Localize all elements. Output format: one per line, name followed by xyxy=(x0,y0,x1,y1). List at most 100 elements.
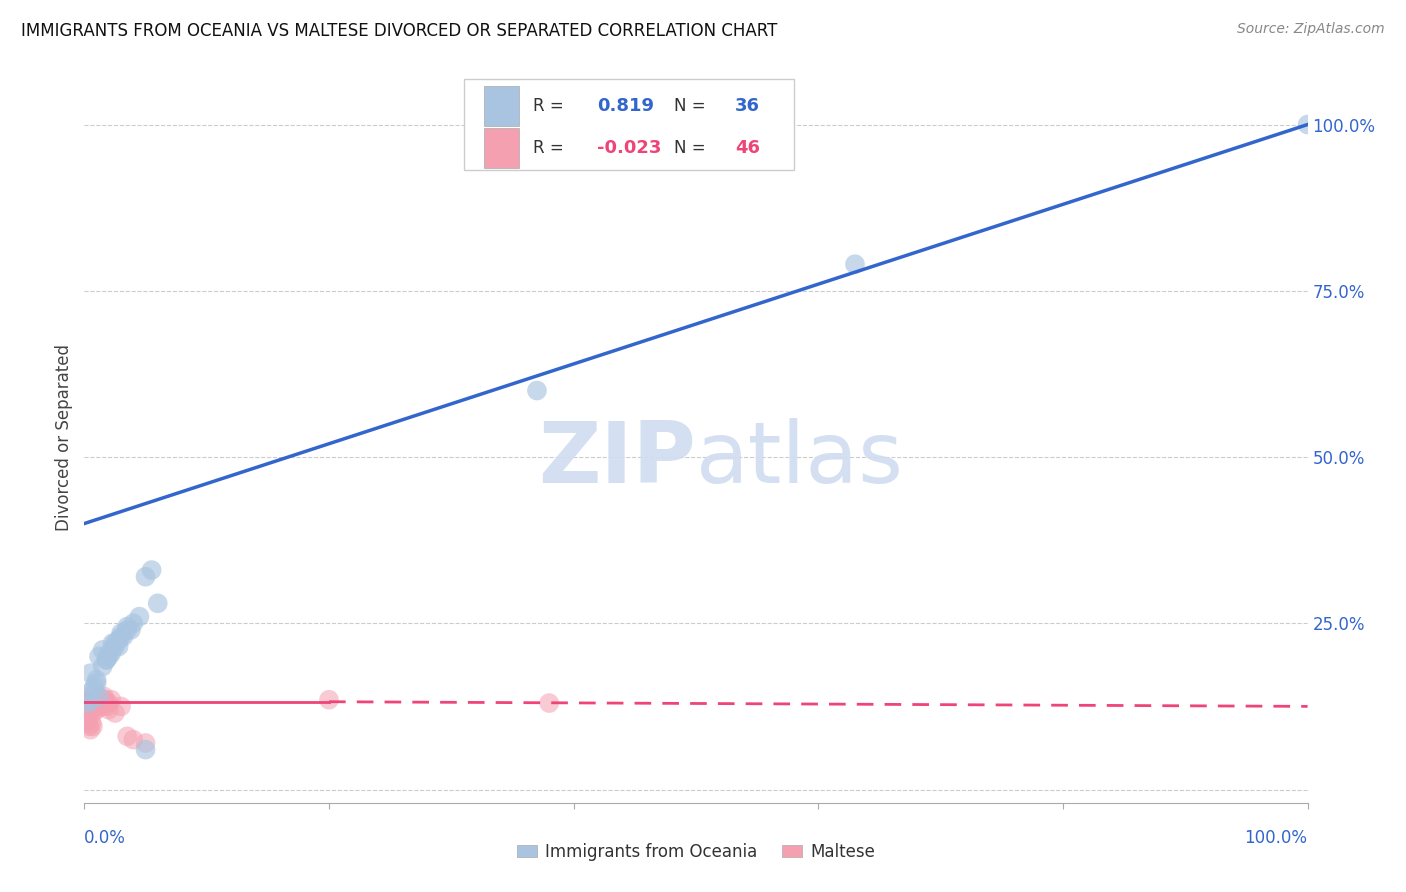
FancyBboxPatch shape xyxy=(484,128,519,168)
Point xyxy=(91,643,114,657)
Point xyxy=(83,699,105,714)
Point xyxy=(110,630,132,644)
Point xyxy=(76,696,98,710)
Point xyxy=(318,692,340,706)
Point xyxy=(90,696,112,710)
Point xyxy=(135,742,157,756)
Point xyxy=(87,690,110,704)
Point xyxy=(86,676,108,690)
Point xyxy=(87,649,110,664)
Text: 0.0%: 0.0% xyxy=(84,830,127,847)
Point xyxy=(91,699,114,714)
Text: ZIP: ZIP xyxy=(538,417,696,500)
Point xyxy=(77,706,100,720)
Point xyxy=(97,649,120,664)
Point xyxy=(79,696,101,710)
Point xyxy=(83,699,105,714)
Point xyxy=(97,703,120,717)
Point xyxy=(84,696,107,710)
Point xyxy=(84,696,107,710)
Point xyxy=(82,706,104,720)
Text: IMMIGRANTS FROM OCEANIA VS MALTESE DIVORCED OR SEPARATED CORRELATION CHART: IMMIGRANTS FROM OCEANIA VS MALTESE DIVOR… xyxy=(21,22,778,40)
Point xyxy=(89,699,111,714)
Point xyxy=(110,699,132,714)
Point xyxy=(87,699,110,714)
Point xyxy=(94,692,117,706)
Point xyxy=(79,723,101,737)
Point xyxy=(82,682,104,697)
FancyBboxPatch shape xyxy=(484,86,519,126)
Point xyxy=(77,696,100,710)
Point xyxy=(80,703,103,717)
Point xyxy=(128,609,150,624)
Text: atlas: atlas xyxy=(696,417,904,500)
Point xyxy=(526,384,548,398)
Point xyxy=(97,646,120,660)
Point xyxy=(135,736,157,750)
Text: -0.023: -0.023 xyxy=(598,139,661,157)
Point xyxy=(100,692,122,706)
Point xyxy=(122,616,145,631)
Point xyxy=(96,653,118,667)
Point xyxy=(141,563,163,577)
Point xyxy=(87,690,110,704)
Point xyxy=(80,696,103,710)
Point xyxy=(87,696,110,710)
Point xyxy=(100,646,122,660)
Point xyxy=(82,692,104,706)
Point xyxy=(82,719,104,733)
Point xyxy=(115,729,138,743)
Point xyxy=(91,659,114,673)
Point xyxy=(96,653,118,667)
Point xyxy=(76,713,98,727)
Point xyxy=(86,703,108,717)
Point xyxy=(97,696,120,710)
Point xyxy=(101,636,124,650)
Point xyxy=(93,690,115,704)
Text: 0.819: 0.819 xyxy=(598,97,654,115)
Point xyxy=(79,666,101,681)
Point xyxy=(96,696,118,710)
Text: 100.0%: 100.0% xyxy=(1244,830,1308,847)
Point xyxy=(122,732,145,747)
Text: 46: 46 xyxy=(735,139,761,157)
Text: R =: R = xyxy=(533,97,569,115)
Text: N =: N = xyxy=(673,139,711,157)
Text: N =: N = xyxy=(673,97,711,115)
Point xyxy=(77,690,100,704)
Point xyxy=(86,673,108,687)
Point xyxy=(86,692,108,706)
Point xyxy=(104,640,127,654)
Point xyxy=(83,680,105,694)
Point xyxy=(77,699,100,714)
Point xyxy=(79,699,101,714)
Point xyxy=(120,623,142,637)
Point xyxy=(135,570,157,584)
Point xyxy=(76,703,98,717)
Point xyxy=(80,716,103,731)
Point xyxy=(104,706,127,720)
Point xyxy=(79,692,101,706)
Point xyxy=(844,257,866,271)
Point xyxy=(87,696,110,710)
Text: 36: 36 xyxy=(735,97,761,115)
Point xyxy=(110,626,132,640)
Y-axis label: Divorced or Separated: Divorced or Separated xyxy=(55,343,73,531)
Point xyxy=(91,692,114,706)
FancyBboxPatch shape xyxy=(464,78,794,170)
Point xyxy=(538,696,561,710)
Point xyxy=(115,623,138,637)
Point xyxy=(77,692,100,706)
Text: R =: R = xyxy=(533,139,569,157)
Point xyxy=(97,699,120,714)
Legend: Immigrants from Oceania, Maltese: Immigrants from Oceania, Maltese xyxy=(510,837,882,868)
Point xyxy=(104,636,127,650)
Text: Source: ZipAtlas.com: Source: ZipAtlas.com xyxy=(1237,22,1385,37)
Point xyxy=(107,640,129,654)
Point xyxy=(112,630,135,644)
Point xyxy=(1296,118,1319,132)
Point xyxy=(77,719,100,733)
Point xyxy=(115,619,138,633)
Point xyxy=(107,632,129,647)
Point xyxy=(146,596,169,610)
